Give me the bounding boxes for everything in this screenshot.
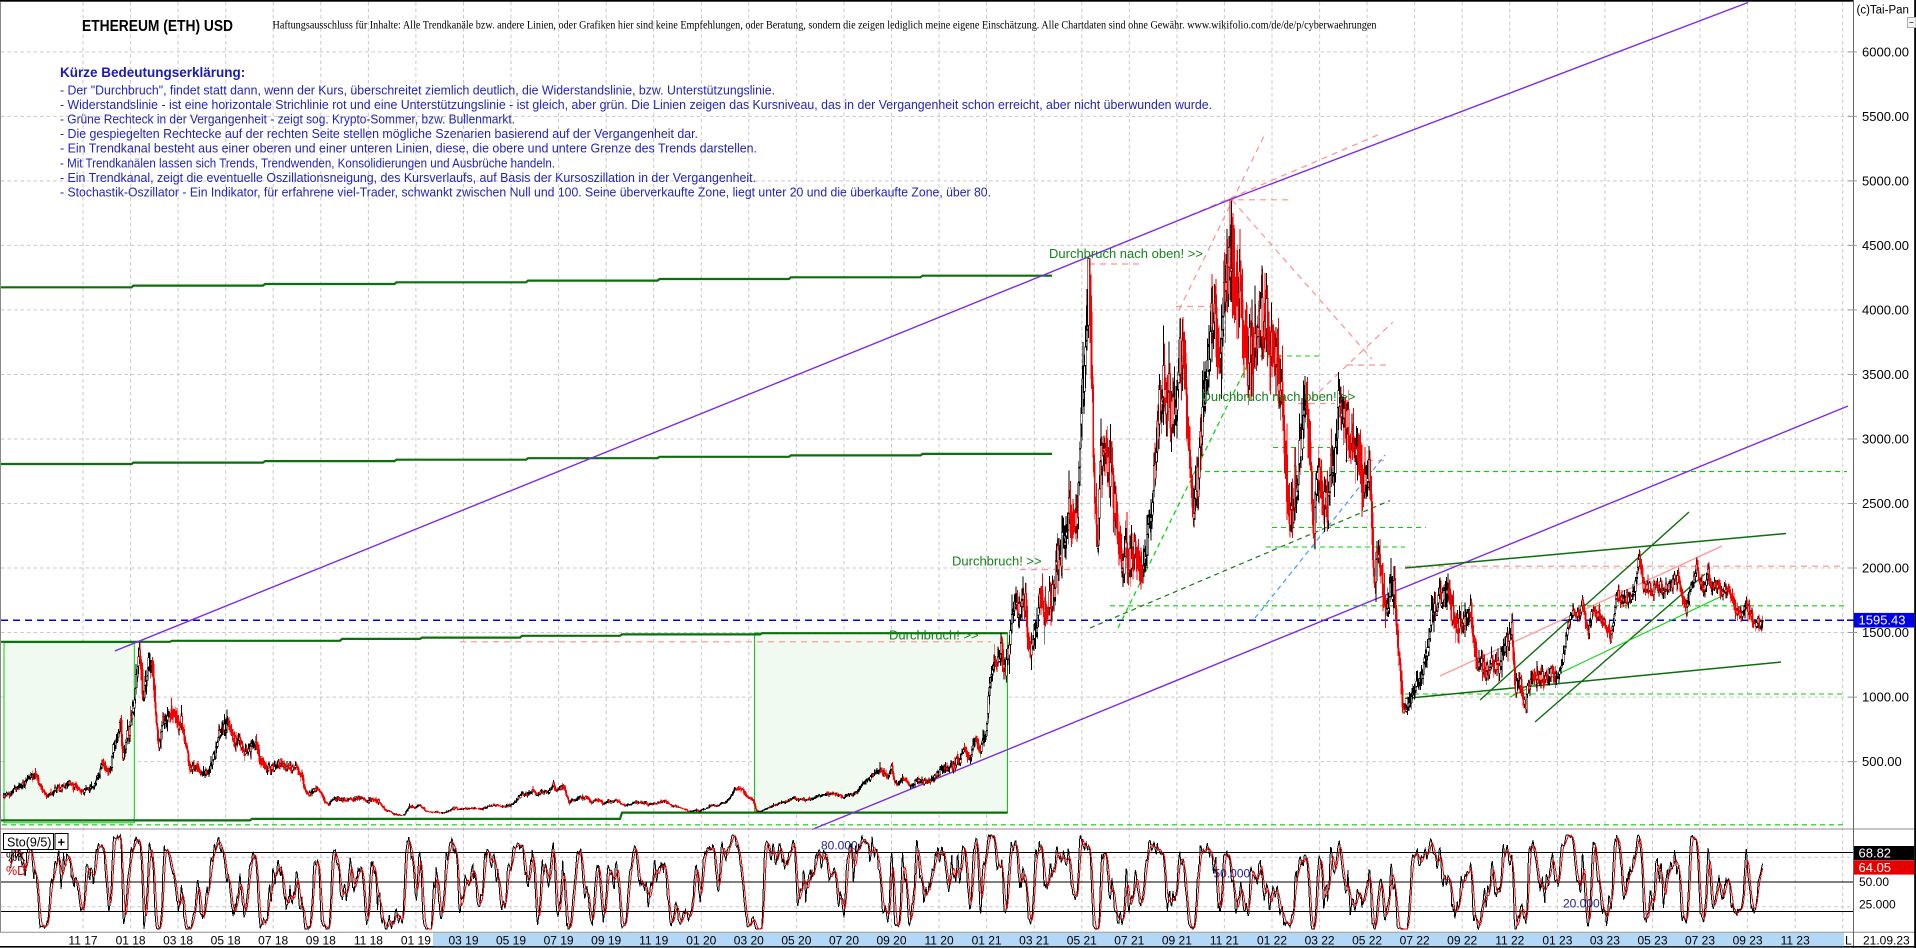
svg-text:11 19: 11 19 <box>639 934 668 948</box>
svg-text:+: + <box>58 835 66 850</box>
svg-text:01 22: 01 22 <box>1257 934 1287 948</box>
svg-text:07 18: 07 18 <box>258 934 288 948</box>
svg-text:- Grüne Rechteck in der Vergan: - Grüne Rechteck in der Vergangenheit - … <box>60 112 515 127</box>
svg-text:Haftungsausschluss für Inhalte: Haftungsausschluss für Inhalte: Alle Tre… <box>273 18 1377 32</box>
svg-text:80.000: 80.000 <box>821 839 858 853</box>
svg-text:05 21: 05 21 <box>1067 934 1097 948</box>
svg-text:Durchbruch! >>: Durchbruch! >> <box>889 628 979 643</box>
svg-text:05 20: 05 20 <box>781 934 811 948</box>
svg-text:L: L <box>1845 934 1852 948</box>
svg-text:01 19: 01 19 <box>401 934 431 948</box>
svg-text:01 18: 01 18 <box>116 934 146 948</box>
svg-text:05 18: 05 18 <box>211 934 241 948</box>
svg-text:%K: %K <box>6 850 26 864</box>
svg-text:09 18: 09 18 <box>306 934 336 948</box>
svg-text:5500.00: 5500.00 <box>1862 109 1909 124</box>
svg-text:21.09.23: 21.09.23 <box>1863 934 1910 948</box>
svg-text:07 19: 07 19 <box>544 934 574 948</box>
svg-text:11 21: 11 21 <box>1210 934 1239 948</box>
svg-text:11 20: 11 20 <box>925 934 954 948</box>
svg-text:6000.00: 6000.00 <box>1862 44 1909 59</box>
svg-text:64.05: 64.05 <box>1859 860 1892 875</box>
svg-text:(c)Tai-Pan: (c)Tai-Pan <box>1857 5 1909 17</box>
svg-text:07 21: 07 21 <box>1114 934 1144 948</box>
svg-text:%D: %D <box>6 864 26 878</box>
svg-text:- Mit Trendkanälen lassen sich: - Mit Trendkanälen lassen sich Trends, T… <box>60 155 555 170</box>
svg-text:ETHEREUM (ETH) USD: ETHEREUM (ETH) USD <box>82 18 233 35</box>
svg-text:5000.00: 5000.00 <box>1862 173 1909 188</box>
svg-text:07 20: 07 20 <box>829 934 859 948</box>
svg-text:05 22: 05 22 <box>1352 934 1382 948</box>
svg-text:68.82: 68.82 <box>1859 846 1892 861</box>
svg-text:09 19: 09 19 <box>591 934 621 948</box>
svg-text:4000.00: 4000.00 <box>1862 302 1909 317</box>
svg-text:- Ein Trendkanal, zeigt die ev: - Ein Trendkanal, zeigt die eventuelle O… <box>60 170 756 185</box>
svg-text:Sto(9/5): Sto(9/5) <box>7 836 51 850</box>
svg-text:01 23: 01 23 <box>1542 934 1572 948</box>
svg-text:25.000: 25.000 <box>1859 898 1896 912</box>
svg-text:05 19: 05 19 <box>496 934 526 948</box>
svg-text:50.000: 50.000 <box>1214 867 1251 881</box>
svg-text:3000.00: 3000.00 <box>1862 432 1909 447</box>
svg-text:4500.00: 4500.00 <box>1862 238 1909 253</box>
svg-text:Kürze Bedeutungserklärung:: Kürze Bedeutungserklärung: <box>60 65 245 80</box>
svg-text:09 20: 09 20 <box>876 934 906 948</box>
svg-text:2500.00: 2500.00 <box>1862 496 1909 511</box>
svg-text:03 20: 03 20 <box>734 934 764 948</box>
svg-text:09 22: 09 22 <box>1447 934 1477 948</box>
svg-text:20.000: 20.000 <box>1563 897 1600 911</box>
svg-text:- Ein Trendkanal besteht aus e: - Ein Trendkanal besteht aus einer obere… <box>60 141 757 156</box>
svg-text:03 22: 03 22 <box>1305 934 1335 948</box>
svg-text:09 23: 09 23 <box>1733 934 1763 948</box>
svg-text:11 17: 11 17 <box>68 934 97 948</box>
svg-text:05 23: 05 23 <box>1637 934 1667 948</box>
svg-text:03 19: 03 19 <box>448 934 478 948</box>
svg-text:- Stochastik-Oszillator - Ein: - Stochastik-Oszillator - Ein Indikator,… <box>60 184 991 199</box>
svg-text:1000.00: 1000.00 <box>1862 690 1909 705</box>
svg-text:11 23: 11 23 <box>1781 934 1810 948</box>
svg-text:11 18: 11 18 <box>354 934 383 948</box>
svg-text:07 23: 07 23 <box>1685 934 1715 948</box>
svg-text:50.00: 50.00 <box>1859 875 1889 889</box>
svg-text:Durchbruch nach oben! >>: Durchbruch nach oben! >> <box>1202 389 1356 404</box>
svg-text:03 23: 03 23 <box>1590 934 1620 948</box>
svg-text:- Widerstandslinie - ist eine: - Widerstandslinie - ist eine horizontal… <box>60 97 1212 112</box>
svg-text:2000.00: 2000.00 <box>1862 561 1909 576</box>
svg-text:01 21: 01 21 <box>972 934 1002 948</box>
svg-text:07 22: 07 22 <box>1400 934 1430 948</box>
svg-text:500.00: 500.00 <box>1862 754 1902 769</box>
svg-text:1500.00: 1500.00 <box>1862 625 1909 640</box>
svg-text:1595.43: 1595.43 <box>1859 613 1906 628</box>
svg-text:- Die gespiegelten Rechtecke a: - Die gespiegelten Rechtecke auf der rec… <box>60 126 698 141</box>
svg-text:3500.00: 3500.00 <box>1862 367 1909 382</box>
svg-text:09 21: 09 21 <box>1162 934 1192 948</box>
svg-text:03 18: 03 18 <box>163 934 193 948</box>
svg-text:01 20: 01 20 <box>686 934 716 948</box>
svg-text:11 22: 11 22 <box>1495 934 1524 948</box>
svg-text:- Der "Durchbruch", findet sta: - Der "Durchbruch", findet statt dann, w… <box>60 83 775 98</box>
svg-text:Durchbruch! >>: Durchbruch! >> <box>952 554 1042 569</box>
svg-text:Durchbruch nach oben! >>: Durchbruch nach oben! >> <box>1049 246 1203 261</box>
svg-text:03 21: 03 21 <box>1019 934 1049 948</box>
